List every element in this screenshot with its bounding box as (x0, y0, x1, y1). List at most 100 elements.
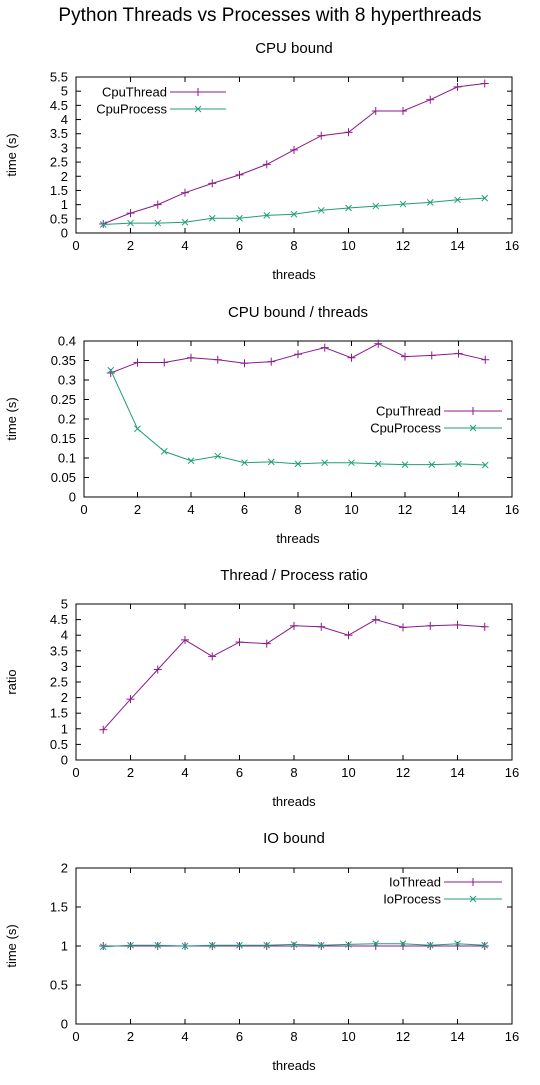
series-line (102, 619, 485, 731)
x-tick-label: 14 (450, 765, 464, 780)
y-tick-label: 0.5 (50, 211, 68, 226)
data-point (348, 459, 355, 467)
x-tick-label: 2 (127, 238, 134, 253)
y-tick-label: 3.5 (50, 643, 68, 658)
y-tick-label: 5 (61, 84, 68, 99)
y-tick-label: 0 (61, 753, 68, 768)
chart-title: CPU bound (255, 40, 333, 57)
data-point (107, 366, 115, 374)
x-tick-label: 2 (127, 1029, 134, 1044)
x-tick-label: 14 (450, 1029, 464, 1044)
y-tick-label: 2.5 (50, 675, 68, 690)
y-tick-label: 0.35 (51, 353, 76, 368)
y-axis-label: ratio (4, 669, 19, 694)
y-tick-label: 0 (69, 490, 76, 505)
x-tick-label: 6 (241, 502, 248, 517)
x-tick-label: 14 (451, 502, 465, 517)
x-tick-label: 0 (72, 765, 79, 780)
x-tick-label: 10 (344, 502, 358, 517)
data-point (214, 452, 222, 460)
data-point (263, 212, 271, 219)
x-tick-label: 2 (134, 502, 141, 517)
x-tick-label: 4 (181, 765, 188, 780)
x-tick-label: 10 (341, 238, 355, 253)
y-axis-label: time (s) (4, 133, 19, 176)
data-point (454, 940, 461, 948)
y-tick-label: 1 (61, 197, 68, 212)
y-tick-label: 3 (61, 659, 68, 674)
x-tick-label: 10 (341, 765, 355, 780)
x-tick-label: 16 (505, 502, 519, 517)
x-tick-label: 6 (236, 765, 243, 780)
data-point (399, 940, 407, 948)
data-point (321, 459, 329, 467)
y-tick-label: 0.5 (50, 978, 68, 993)
data-point (127, 219, 134, 227)
y-tick-label: 0.1 (58, 451, 76, 466)
x-axis-label: threads (272, 1058, 316, 1073)
legend-label: CpuProcess (96, 102, 167, 117)
y-tick-label: 4.5 (50, 98, 68, 113)
x-tick-label: 4 (187, 502, 194, 517)
x-tick-label: 12 (396, 765, 410, 780)
y-tick-label: 1 (61, 939, 68, 954)
x-tick-label: 6 (236, 238, 243, 253)
x-axis-label: threads (272, 267, 316, 282)
data-point (455, 460, 462, 468)
y-tick-label: 2 (61, 861, 68, 876)
data-point (99, 943, 107, 951)
x-tick-label: 16 (505, 1029, 519, 1044)
y-tick-label: 1 (61, 721, 68, 736)
x-tick-label: 8 (290, 1029, 297, 1044)
y-tick-label: 3.5 (50, 126, 68, 141)
legend-label: CpuThread (102, 85, 167, 100)
y-tick-label: 0.5 (50, 737, 68, 752)
x-tick-label: 8 (290, 238, 297, 253)
x-tick-label: 0 (72, 1029, 79, 1044)
data-point (154, 941, 162, 949)
y-tick-label: 0 (61, 226, 68, 241)
data-point (290, 941, 298, 948)
x-tick-label: 4 (181, 1029, 188, 1044)
x-tick-label: 0 (72, 238, 79, 253)
series-iothread (99, 942, 489, 950)
y-tick-label: 1.5 (50, 183, 68, 198)
data-point (401, 461, 409, 468)
y-tick-label: 4 (61, 112, 68, 127)
data-point (181, 218, 189, 226)
data-point (187, 457, 195, 465)
chart-title: Thread / Process ratio (220, 567, 368, 584)
x-axis-label: threads (276, 531, 320, 546)
data-point (290, 210, 298, 218)
x-tick-label: 8 (290, 765, 297, 780)
y-tick-label: 0 (61, 1017, 68, 1032)
y-tick-label: 0.05 (51, 470, 76, 485)
x-tick-label: 0 (80, 502, 87, 517)
y-tick-label: 0.3 (58, 373, 76, 388)
data-point (374, 460, 382, 468)
y-tick-label: 1.5 (50, 706, 68, 721)
data-point (399, 200, 407, 208)
series-ratio (99, 615, 489, 734)
legend-label: CpuProcess (370, 421, 441, 436)
x-tick-label: 10 (341, 1029, 355, 1044)
data-point (372, 940, 380, 948)
chart-panel-2: CPU bound / threads 0 2 4 6 8 10 12 14 16 0 0.05 0.1… (4, 304, 519, 546)
data-point (181, 942, 189, 950)
legend-marker (469, 424, 477, 432)
y-axis-label: time (s) (4, 924, 19, 967)
chart-title: CPU bound / threads (228, 304, 368, 321)
x-tick-label: 12 (396, 1029, 410, 1044)
x-tick-label: 2 (127, 765, 134, 780)
y-tick-label: 5 (61, 597, 68, 612)
y-tick-label: 4 (61, 628, 68, 643)
data-point (241, 459, 248, 467)
data-point (134, 425, 141, 433)
x-axis-label: threads (272, 794, 316, 809)
data-point (317, 941, 325, 949)
x-tick-label: 4 (181, 238, 188, 253)
